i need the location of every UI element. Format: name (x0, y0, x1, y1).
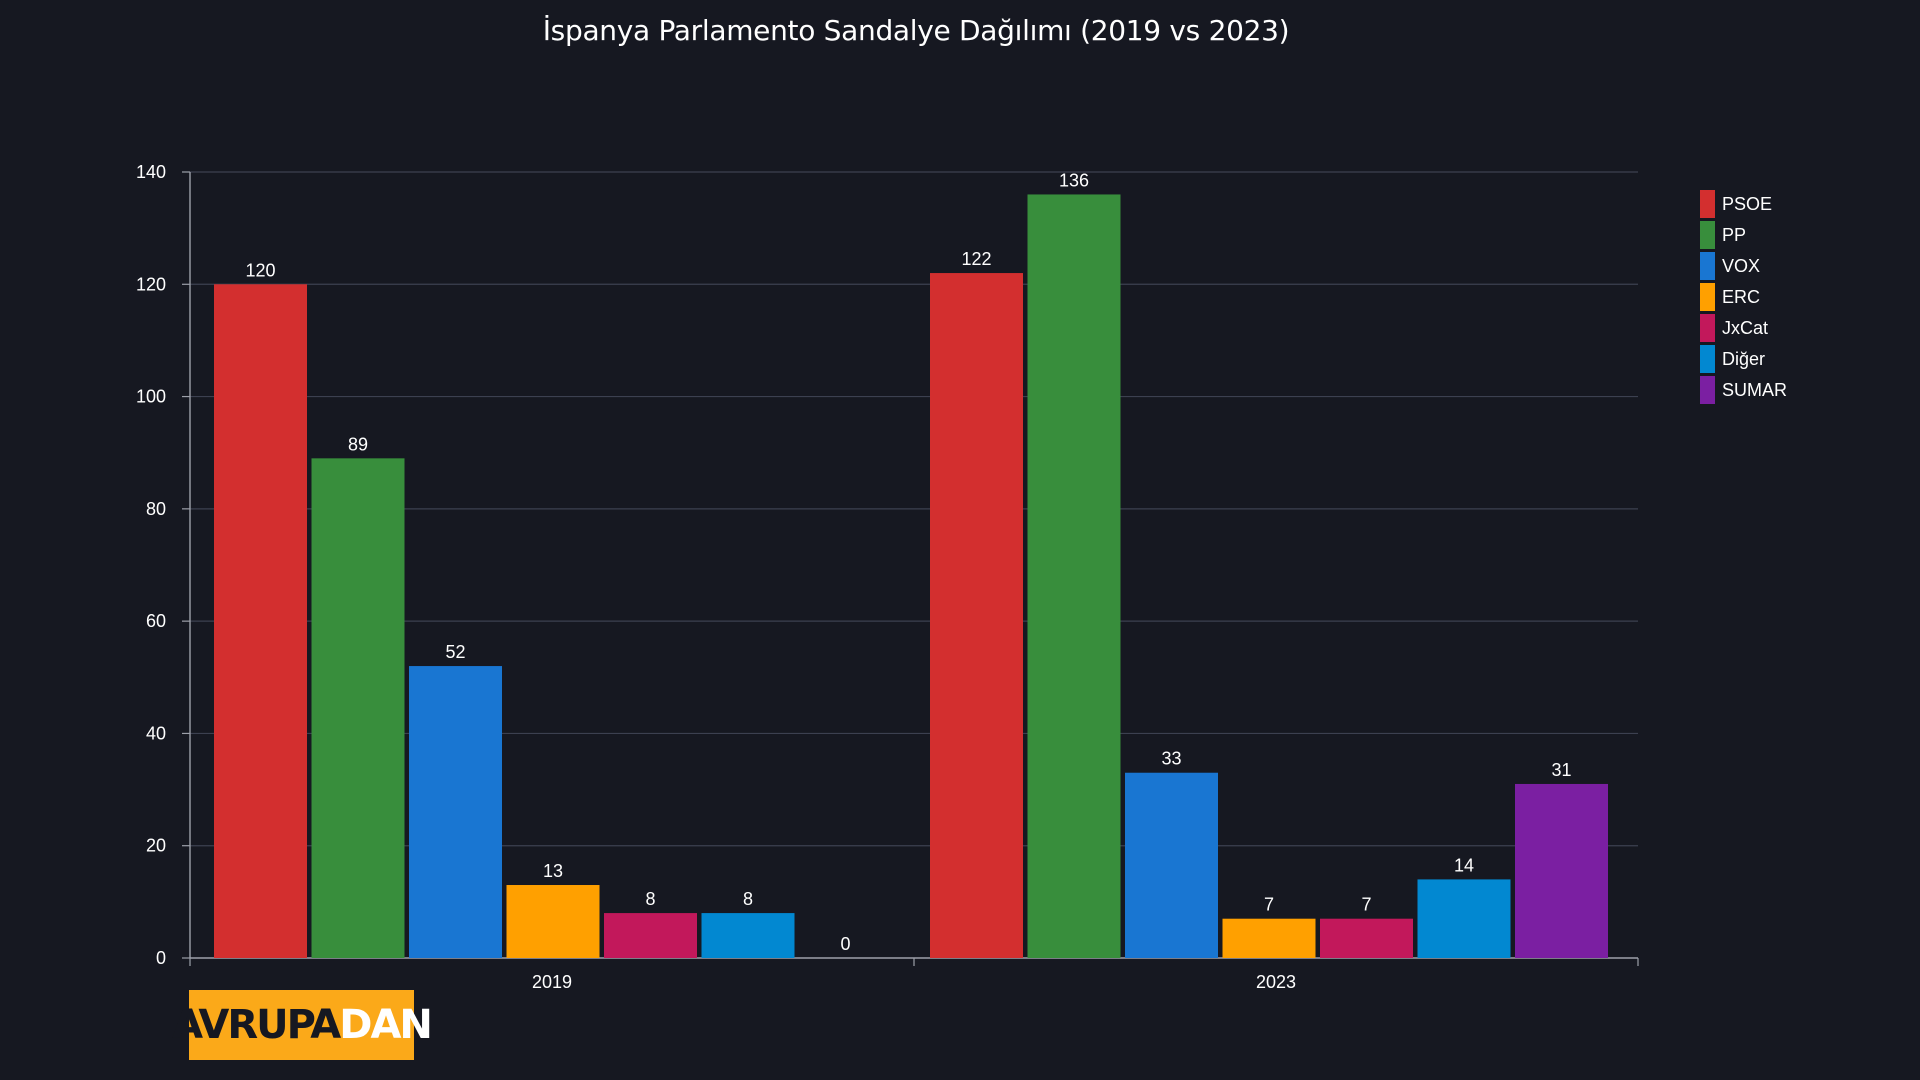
bar-erc-2023 (1222, 918, 1316, 958)
data-label: 8 (743, 889, 753, 909)
legend-label: VOX (1722, 256, 1760, 276)
data-label: 31 (1551, 760, 1571, 780)
legend-label: JxCat (1722, 318, 1768, 338)
data-label: 89 (348, 434, 368, 454)
bar-diğer-2023 (1417, 879, 1511, 958)
legend-swatch-diğer (1700, 345, 1715, 373)
x-tick-label: 2019 (532, 972, 572, 992)
bar-diğer-2019 (701, 913, 795, 958)
data-label: 52 (445, 642, 465, 662)
data-label: 122 (961, 249, 991, 269)
bar-vox-2023 (1125, 772, 1218, 958)
legend-label: Diğer (1722, 349, 1765, 369)
logo-text-light: DAN (339, 1002, 433, 1048)
bar-pp-2019 (311, 458, 405, 958)
brand-logo: AVRUPA DAN (172, 990, 433, 1060)
bar-sumar-2023 (1515, 783, 1608, 958)
legend-label: PP (1722, 225, 1746, 245)
legend-label: SUMAR (1722, 380, 1787, 400)
bar-erc-2019 (506, 885, 600, 958)
data-label: 8 (645, 889, 655, 909)
bar-vox-2019 (409, 666, 502, 958)
chart-title: İspanya Parlamento Sandalye Dağılımı (20… (542, 14, 1290, 47)
data-label: 120 (245, 260, 275, 280)
bar-psoe-2019 (214, 284, 307, 958)
logo-text-dark: AVRUPA (172, 1002, 341, 1048)
legend-swatch-pp (1700, 221, 1715, 249)
legend-label: PSOE (1722, 194, 1772, 214)
y-tick-label: 20 (146, 836, 166, 856)
y-tick-label: 100 (136, 387, 166, 407)
legend-swatch-psoe (1700, 190, 1715, 218)
legend-label: ERC (1722, 287, 1760, 307)
y-tick-label: 40 (146, 723, 166, 743)
y-tick-label: 0 (156, 948, 166, 968)
bar-jxcat-2019 (604, 913, 697, 958)
data-label: 33 (1161, 749, 1181, 769)
bar-jxcat-2023 (1320, 918, 1413, 958)
bar-pp-2023 (1027, 194, 1121, 958)
data-label: 14 (1454, 855, 1474, 875)
legend-swatch-vox (1700, 252, 1715, 280)
y-tick-label: 60 (146, 611, 166, 631)
y-tick-label: 80 (146, 499, 166, 519)
legend-swatch-sumar (1700, 376, 1715, 404)
legend-swatch-erc (1700, 283, 1715, 311)
data-label: 7 (1264, 895, 1274, 915)
data-label: 7 (1361, 895, 1371, 915)
bar-psoe-2023 (930, 273, 1023, 958)
y-tick-label: 120 (136, 274, 166, 294)
legend-swatch-jxcat (1700, 314, 1715, 342)
data-label: 13 (543, 861, 563, 881)
y-tick-label: 140 (136, 162, 166, 182)
data-label: 0 (840, 934, 850, 954)
x-tick-label: 2023 (1256, 972, 1296, 992)
data-label: 136 (1059, 170, 1089, 190)
